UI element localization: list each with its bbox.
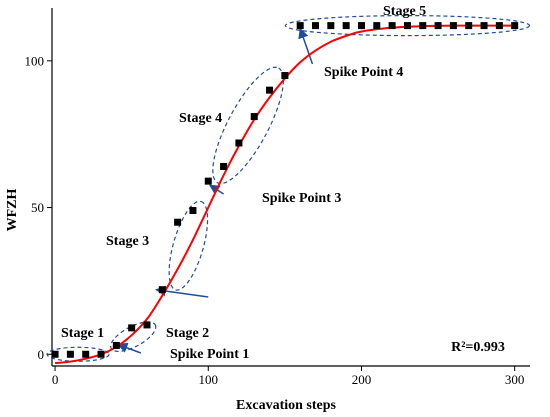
x-axis-title: Excavation steps <box>236 398 337 413</box>
data-point <box>143 321 151 329</box>
data-point <box>388 22 396 30</box>
data-point <box>312 22 320 30</box>
data-point <box>419 22 427 30</box>
r-squared-label: R²=0.993 <box>451 340 505 355</box>
data-point <box>235 139 243 147</box>
data-point <box>82 350 90 358</box>
stage-ellipse-4 <box>212 66 284 185</box>
arrow-4 <box>298 27 314 65</box>
data-point <box>327 22 335 30</box>
spike-point-label: Spike Point 1 <box>170 347 249 362</box>
data-point <box>158 286 166 294</box>
data-point <box>220 162 228 170</box>
data-point <box>189 206 197 214</box>
axes-layer: 0 100 200 300 0 50 100 <box>25 8 530 387</box>
y-tick-label: 50 <box>31 200 44 215</box>
data-point <box>403 22 411 30</box>
y-tick-label: 0 <box>38 347 45 362</box>
arrow-1 <box>116 342 142 354</box>
data-point <box>495 22 503 30</box>
data-point <box>112 341 120 349</box>
stage-ellipse-3 <box>168 200 209 291</box>
data-point <box>357 22 365 30</box>
data-point <box>128 324 136 332</box>
data-point <box>296 22 304 30</box>
data-point <box>480 22 488 30</box>
data-point <box>250 113 258 121</box>
data-point <box>449 22 457 30</box>
data-point <box>511 22 519 30</box>
data-point <box>174 218 182 226</box>
x-tick-label: 100 <box>199 372 219 387</box>
y-tick-label: 100 <box>25 53 45 68</box>
stage-annotations <box>46 15 531 362</box>
stage-label-1: Stage 1 <box>61 326 104 341</box>
stage-ellipse-2 <box>110 321 157 352</box>
data-point <box>342 22 350 30</box>
stage-ellipse-5 <box>284 15 531 37</box>
x-tick-label: 0 <box>52 372 59 387</box>
data-point <box>66 350 74 358</box>
data-point <box>51 350 59 358</box>
data-point <box>266 86 274 94</box>
stage-label-4: Stage 4 <box>179 111 222 126</box>
annotation-labels: Stage 1 Stage 2 Stage 3 Stage 4 Stage 5 Spike… <box>61 4 426 362</box>
y-axis-title: WFZH <box>5 189 20 232</box>
data-points <box>51 22 519 358</box>
data-point <box>465 22 473 30</box>
stage-label-3: Stage 3 <box>106 234 149 249</box>
stage-label-5: Stage 5 <box>383 4 426 19</box>
data-point <box>97 350 105 358</box>
stage-ellipse-1 <box>46 346 110 362</box>
spike-point-label: Spike Point 3 <box>262 191 341 206</box>
data-point <box>281 71 289 79</box>
data-point <box>434 22 442 30</box>
data-point <box>204 177 212 185</box>
x-tick-label: 300 <box>505 372 525 387</box>
stage-label-2: Stage 2 <box>166 326 209 341</box>
data-point <box>373 22 381 30</box>
x-tick-label: 200 <box>352 372 372 387</box>
spike-point-label: Spike Point 4 <box>324 65 403 80</box>
